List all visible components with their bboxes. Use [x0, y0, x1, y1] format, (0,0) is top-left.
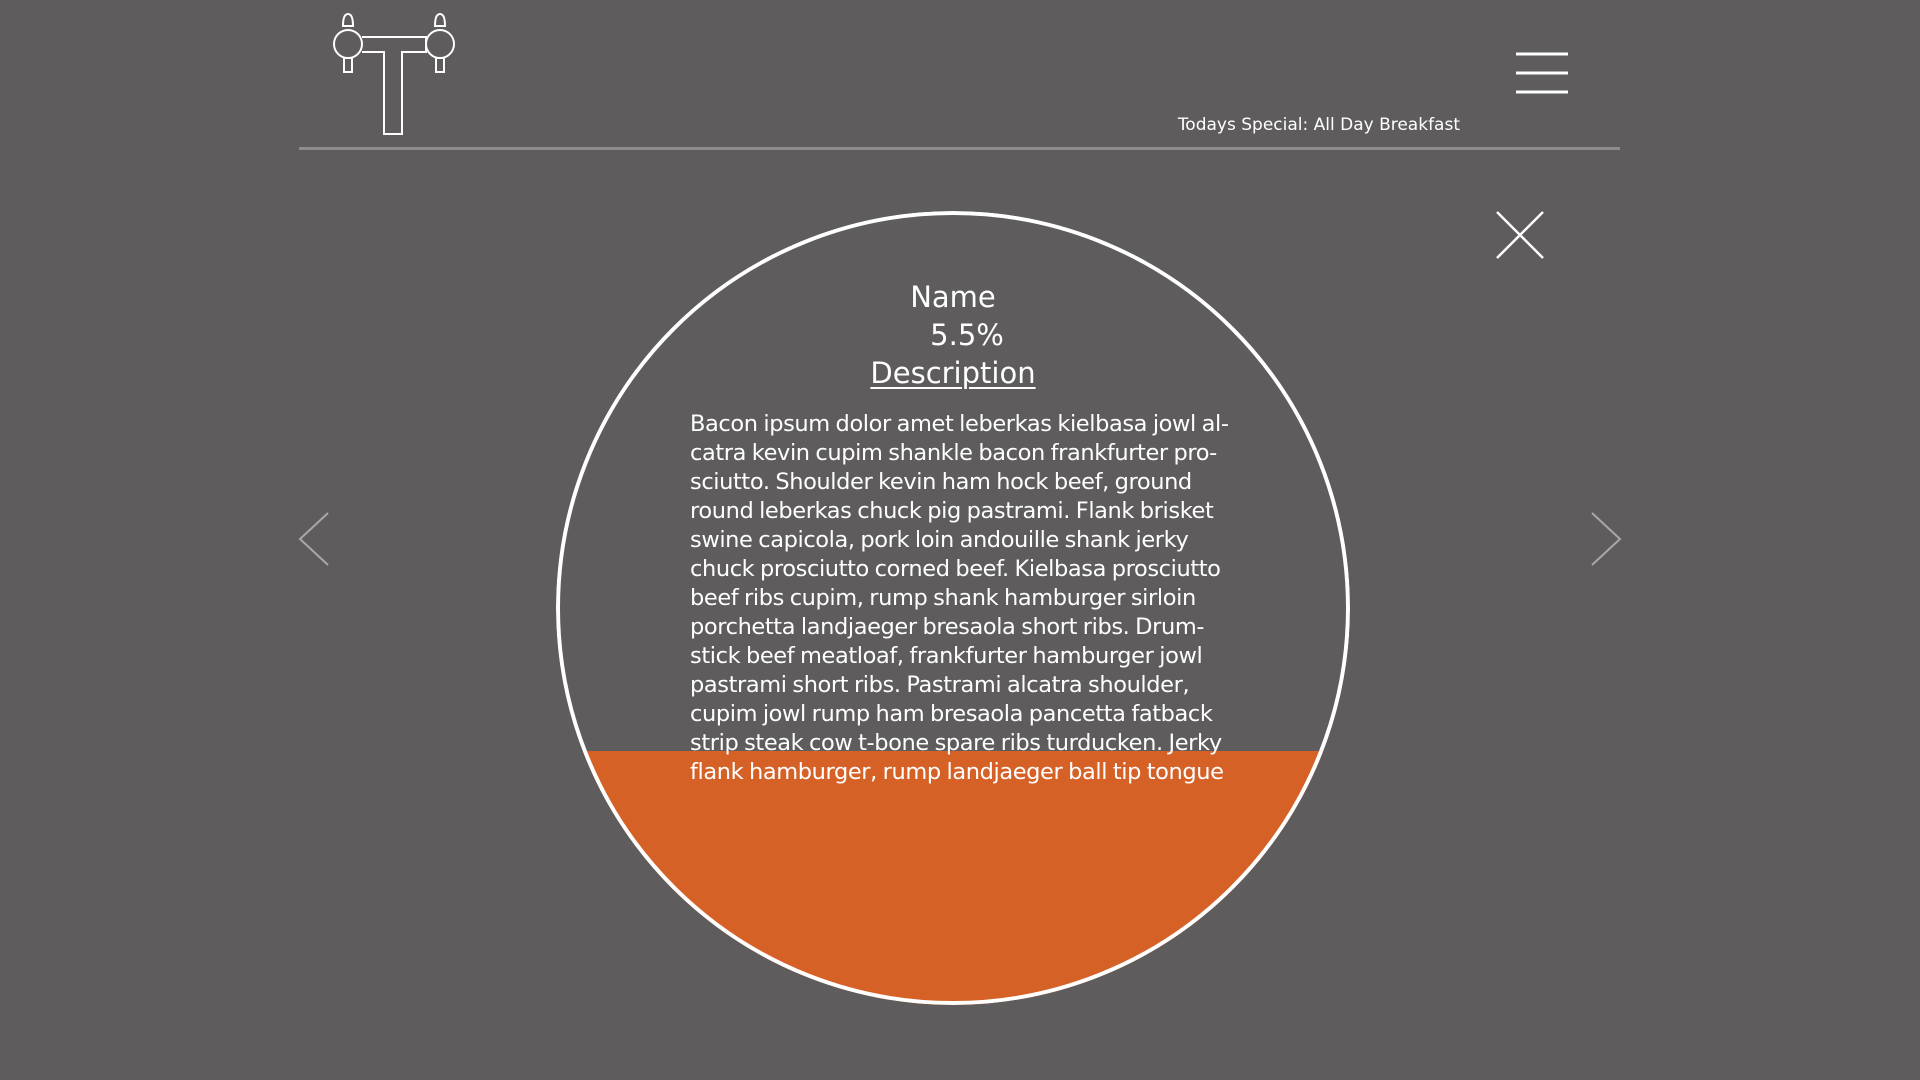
description-heading: Description [870, 356, 1036, 390]
chevron-left-icon[interactable] [298, 511, 332, 567]
close-icon[interactable] [1495, 210, 1545, 260]
beer-glass: Name 5.5% Description Bacon ipsum dolor … [556, 211, 1350, 1005]
header-divider [299, 147, 1620, 150]
chevron-right-icon[interactable] [1588, 511, 1622, 567]
beer-fill-level [556, 750, 1350, 1005]
tap-t-logo-icon[interactable] [332, 10, 456, 136]
hamburger-menu-icon[interactable] [1516, 52, 1568, 94]
todays-special-text: Todays Special: All Day Breakfast [1177, 115, 1460, 135]
beer-name: Name [910, 280, 996, 314]
beer-abv: 5.5% [930, 318, 1004, 352]
description-text: Bacon ipsum dolor amet leberkas kielbasa… [690, 411, 1230, 785]
